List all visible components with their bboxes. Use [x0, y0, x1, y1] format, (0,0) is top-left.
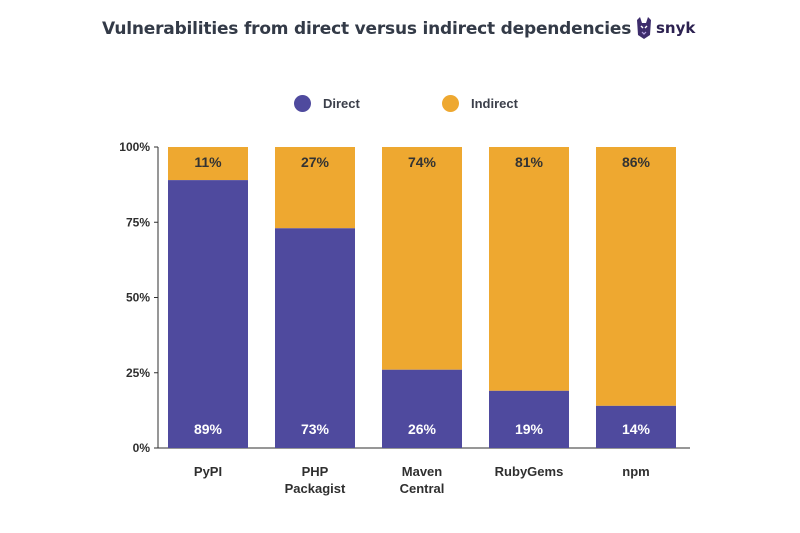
data-label-direct: 19% — [515, 421, 544, 437]
snyk-dog-icon — [637, 17, 651, 39]
data-label-direct: 26% — [408, 421, 437, 437]
y-tick-label: 25% — [126, 366, 150, 380]
data-label-indirect: 74% — [408, 154, 437, 170]
snyk-logo: snyk — [636, 16, 695, 40]
data-label-direct: 89% — [194, 421, 223, 437]
bar-direct — [275, 228, 355, 448]
bar-indirect — [382, 147, 462, 370]
legend-swatch-indirect — [442, 95, 459, 112]
x-tick-label: PyPI — [194, 464, 222, 479]
bar-indirect — [275, 147, 355, 229]
brand-name: snyk — [656, 19, 696, 37]
y-tick-label: 0% — [133, 441, 151, 455]
x-tick-label: Packagist — [285, 481, 346, 496]
x-tick-label: RubyGems — [495, 464, 564, 479]
data-label-direct: 14% — [622, 421, 651, 437]
data-label-indirect: 27% — [301, 154, 330, 170]
data-label-indirect: 86% — [622, 154, 651, 170]
legend-label-indirect: Indirect — [471, 96, 518, 111]
legend-label-direct: Direct — [323, 96, 360, 111]
chart-legend: Direct Indirect — [0, 95, 800, 119]
legend-item-direct: Direct — [294, 95, 360, 112]
x-tick-label: Maven — [402, 464, 443, 479]
bar-direct — [596, 405, 676, 448]
y-tick-label: 50% — [126, 291, 150, 305]
bar-direct — [489, 390, 569, 448]
x-tick-label: npm — [622, 464, 649, 479]
bar-indirect — [489, 147, 569, 391]
chart-title: Vulnerabilities from direct versus indir… — [102, 19, 632, 39]
data-label-indirect: 81% — [515, 154, 544, 170]
bar-indirect — [168, 147, 248, 181]
legend-item-indirect: Indirect — [442, 95, 518, 112]
y-tick-label: 75% — [126, 215, 150, 229]
bar-indirect — [596, 147, 676, 406]
y-tick-label: 100% — [119, 140, 150, 154]
legend-swatch-direct — [294, 95, 311, 112]
data-label-indirect: 11% — [194, 154, 222, 170]
data-label-direct: 73% — [301, 421, 330, 437]
x-tick-label: PHP — [302, 464, 329, 479]
x-tick-label: Central — [400, 481, 445, 496]
bar-direct — [382, 369, 462, 448]
bar-direct — [168, 180, 248, 449]
